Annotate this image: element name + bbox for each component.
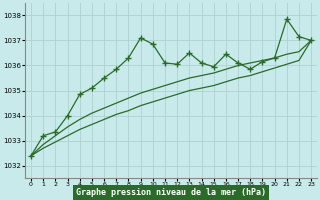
- X-axis label: Graphe pression niveau de la mer (hPa): Graphe pression niveau de la mer (hPa): [76, 188, 266, 197]
